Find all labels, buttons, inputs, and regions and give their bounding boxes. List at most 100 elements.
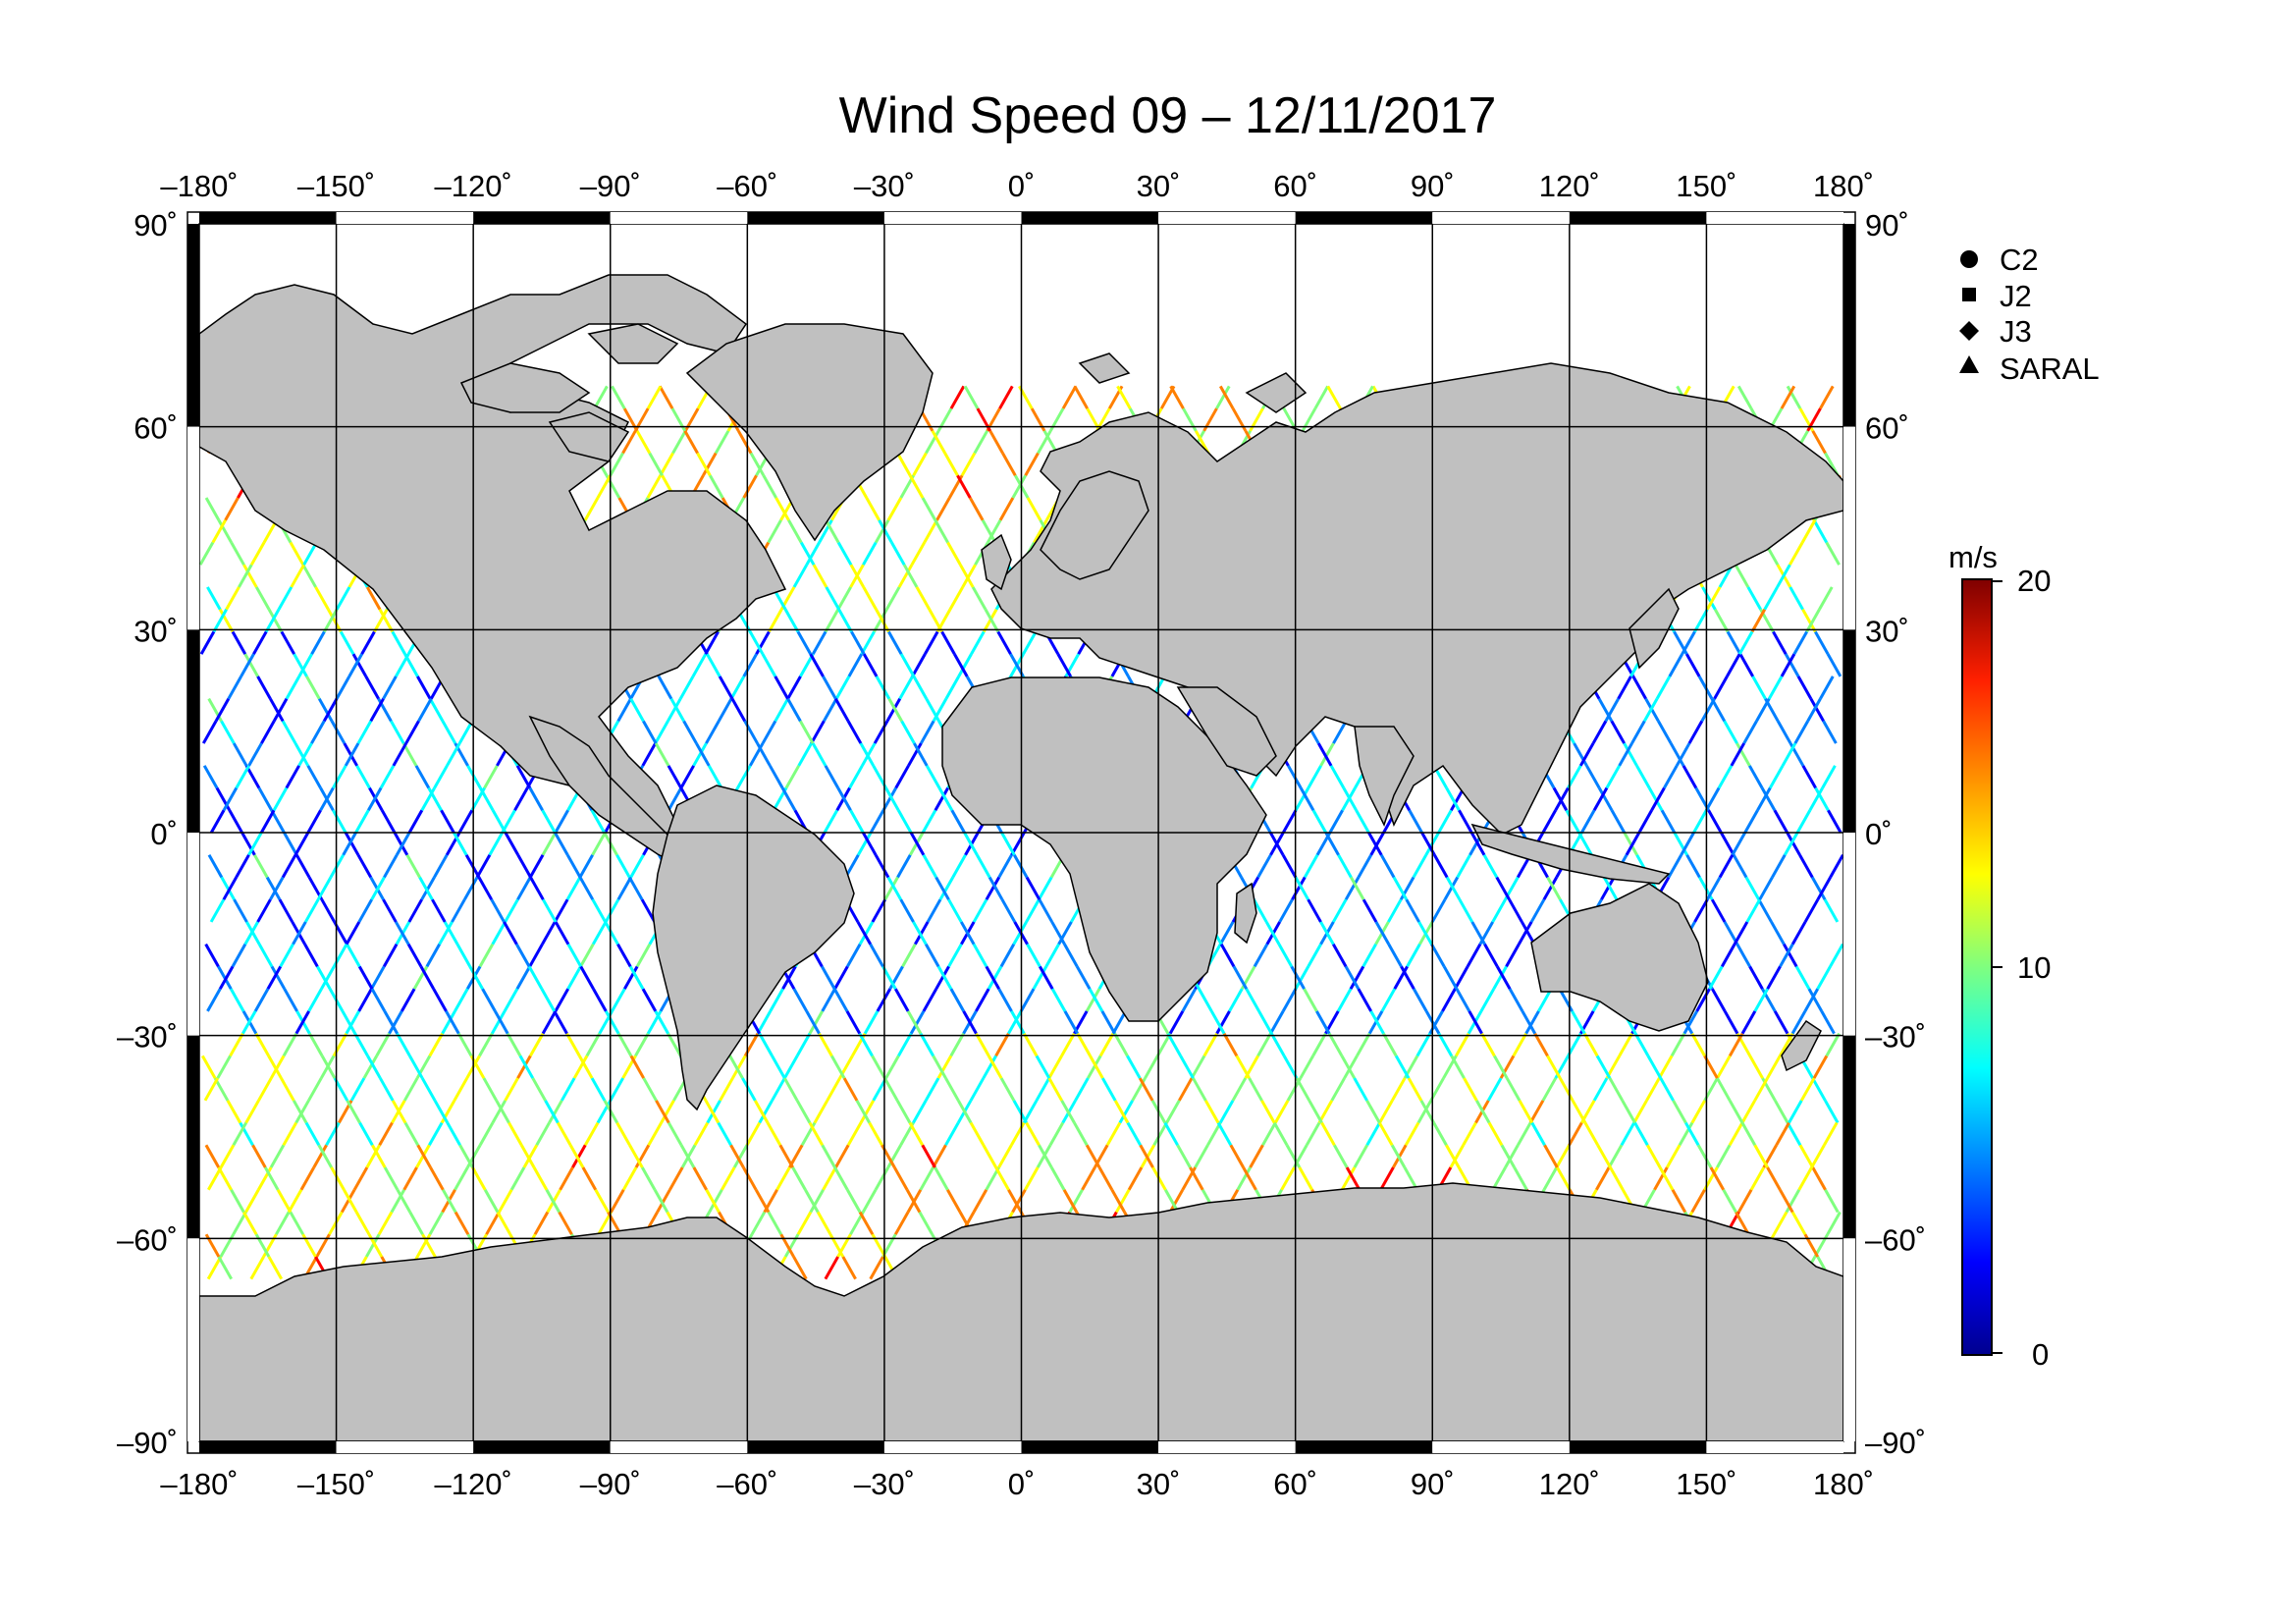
track-segment — [1278, 898, 1294, 923]
track-segment — [730, 697, 747, 723]
track-segment — [678, 676, 695, 700]
track-segment — [1294, 876, 1309, 900]
track-segment — [998, 497, 1015, 521]
track-segment — [1668, 653, 1684, 677]
track-segment — [206, 586, 222, 611]
lon-tick-label-bottom: 90˚ — [1411, 1467, 1455, 1501]
track-segment — [1797, 1166, 1813, 1191]
track-segment — [859, 742, 875, 767]
track-segment — [1805, 608, 1821, 633]
track-segment — [1019, 988, 1036, 1012]
track-segment — [767, 518, 782, 544]
track-segment — [1111, 1010, 1128, 1035]
track-segment — [1456, 853, 1471, 879]
track-segment — [611, 988, 626, 1012]
track-segment — [913, 742, 929, 767]
track-segment — [1633, 1121, 1649, 1147]
track-segment — [1047, 1055, 1063, 1079]
track-segment — [924, 630, 939, 655]
track-segment — [249, 1256, 265, 1280]
track-segment — [963, 385, 980, 409]
track-segment — [1822, 720, 1838, 744]
track-segment — [1194, 430, 1210, 455]
track-segment — [1734, 564, 1750, 588]
lon-tick-label-top: 60˚ — [1273, 169, 1317, 203]
track-segment — [516, 876, 532, 900]
track-segment — [810, 720, 826, 744]
track-segment — [1726, 630, 1742, 655]
track-segment — [811, 630, 828, 655]
track-segment — [1810, 876, 1827, 900]
track-segment — [383, 1010, 399, 1035]
track-segment — [871, 1055, 886, 1079]
frame-segment-top — [1706, 212, 1843, 224]
track-segment — [934, 518, 949, 544]
track-segment — [282, 1032, 298, 1057]
track-segment — [1775, 1121, 1790, 1147]
track-segment — [402, 1077, 419, 1102]
track-segment — [317, 1144, 333, 1168]
track-segment — [1432, 1121, 1448, 1147]
track-segment — [705, 1188, 721, 1214]
track-segment — [285, 765, 300, 789]
track-segment — [756, 742, 772, 767]
track-segment — [653, 1188, 669, 1214]
track-segment — [1776, 720, 1792, 744]
track-segment — [1087, 1055, 1102, 1079]
track-segment — [1771, 853, 1787, 879]
track-segment — [858, 921, 875, 946]
track-segment — [1816, 965, 1832, 990]
track-segment — [323, 608, 339, 633]
track-segment — [357, 965, 374, 990]
frame-segment-right — [1843, 1238, 1855, 1441]
track-segment — [1655, 676, 1672, 700]
track-segment — [219, 1144, 236, 1168]
track-segment — [1442, 965, 1459, 990]
lat-tick-label-left: –90˚ — [117, 1426, 178, 1460]
track-segment — [1705, 786, 1721, 812]
track-segment — [542, 898, 558, 923]
track-segment — [1025, 898, 1041, 923]
track-segment — [860, 630, 876, 655]
track-segment — [774, 697, 789, 723]
track-segment — [1437, 809, 1453, 834]
track-segment — [648, 452, 664, 477]
track-segment — [1713, 608, 1730, 633]
track-segment — [616, 1032, 633, 1057]
track-segment — [729, 1144, 745, 1168]
track-segment — [1298, 1166, 1313, 1191]
lon-tick-label-top: –60˚ — [717, 169, 777, 203]
track-segment — [235, 853, 250, 879]
track-segment — [909, 1010, 926, 1035]
track-segment — [256, 676, 272, 700]
track-segment — [554, 832, 569, 856]
track-segment — [308, 1032, 324, 1057]
track-segment — [812, 564, 828, 588]
track-segment — [1466, 943, 1482, 968]
track-segment — [1766, 965, 1782, 990]
track-segment — [1748, 965, 1764, 990]
track-segment — [408, 1055, 424, 1079]
track-segment — [1098, 1032, 1115, 1057]
track-segment — [199, 541, 215, 566]
lat-tick-label-right: 60˚ — [1865, 411, 1909, 446]
track-segment — [541, 832, 558, 856]
track-segment — [1735, 742, 1751, 767]
track-segment — [344, 832, 360, 856]
track-segment — [1151, 1166, 1167, 1191]
track-segment — [230, 1188, 245, 1214]
track-segment — [1766, 1166, 1782, 1191]
track-segment — [1081, 1166, 1096, 1191]
track-segment — [1270, 1032, 1286, 1057]
track-segment — [339, 630, 355, 655]
track-segment — [357, 988, 373, 1012]
track-segment — [590, 1077, 607, 1102]
track-segment — [721, 1166, 736, 1191]
track-segment — [863, 1010, 880, 1035]
track-segment — [658, 385, 674, 409]
track-segment — [987, 1055, 1003, 1079]
track-segment — [583, 497, 600, 521]
track-segment — [429, 1166, 445, 1191]
track-segment — [457, 809, 474, 834]
track-segment — [1504, 1144, 1520, 1168]
